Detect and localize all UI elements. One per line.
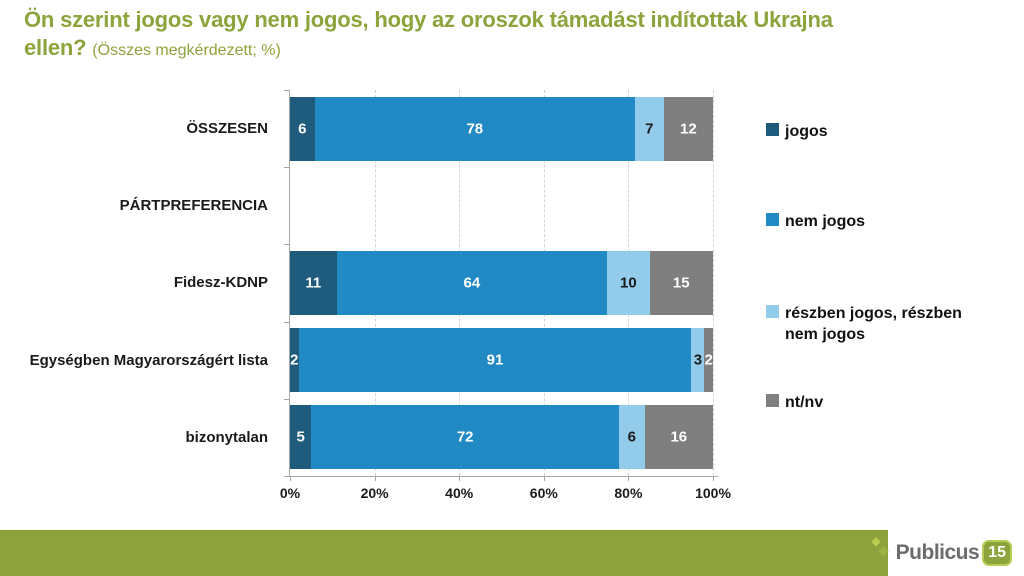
legend-label: részben jogos, részben nem jogos: [785, 305, 962, 343]
x-axis-tick: [290, 476, 291, 481]
category-label: Fidesz-KDNP: [173, 274, 268, 292]
bar-segment: [290, 328, 299, 393]
x-tick-label: 60%: [529, 485, 558, 501]
x-tick-label: 20%: [360, 485, 389, 501]
y-axis-tick: [284, 167, 289, 169]
publicus-diamonds-icon: [861, 537, 889, 568]
x-axis-line: [285, 476, 718, 477]
x-axis-tick: [713, 476, 714, 481]
gridline: [713, 90, 714, 476]
legend-label: nem jogos: [785, 213, 866, 230]
bar-value-label: 7: [645, 120, 654, 138]
bar-value-label: 5: [296, 428, 305, 446]
bar-value-label: 15: [672, 274, 690, 292]
y-axis-line: [289, 90, 290, 476]
bar-segment: [644, 405, 713, 470]
legend-label: nt/nv: [785, 394, 824, 411]
bar-value-label: 6: [627, 428, 636, 446]
x-tick-label: 0%: [279, 485, 301, 501]
chart-title: Ön szerint jogos vagy nem jogos, hogy az…: [24, 6, 994, 65]
bar-value-label: 64: [463, 274, 481, 292]
x-axis-tick: [628, 476, 630, 481]
legend-label: jogos: [785, 123, 828, 140]
bar-value-label: 11: [305, 274, 322, 292]
bar-value-label: 12: [680, 120, 697, 138]
x-tick-label: 100%: [695, 485, 731, 501]
y-axis-tick: [284, 90, 289, 91]
legend-item: jogos: [766, 121, 981, 142]
bar-value-label: 91: [486, 351, 504, 369]
publicus-brand-text: Publicus: [895, 541, 980, 564]
bar-segment: [336, 251, 608, 315]
bar-segment: [663, 96, 713, 161]
bar-value-label: 2: [290, 351, 299, 369]
bar-segment: [290, 405, 312, 470]
legend-item: nem jogos: [766, 211, 981, 232]
bar-segment: [704, 328, 713, 393]
y-axis-tick: [284, 244, 289, 246]
bar-segment: [290, 251, 337, 315]
y-axis-tick: [284, 476, 289, 477]
bar-value-label: 3: [693, 351, 703, 369]
publicus-15-badge: 15: [982, 540, 1012, 566]
x-tick-label: 80%: [614, 485, 643, 501]
bar-value-label: 72: [456, 428, 474, 446]
bar-segment: [619, 405, 645, 470]
footer-bar: [0, 530, 888, 576]
category-label: bizonytalan: [185, 428, 268, 446]
bar-value-label: 10: [620, 274, 637, 292]
legend-swatch: [766, 394, 779, 407]
legend-swatch: [766, 213, 779, 226]
y-axis-tick: [284, 321, 289, 323]
legend-swatch: [766, 305, 779, 318]
legend-item: részben jogos, részben nem jogos: [766, 303, 981, 345]
x-axis-tick: [459, 476, 461, 481]
chart-title-line2-text: ellen?: [24, 35, 87, 60]
publicus-logo: Publicus 15: [861, 536, 1012, 570]
legend-swatch: [766, 123, 779, 136]
bar-segment: [634, 96, 664, 161]
x-axis-tick: [543, 476, 545, 481]
bar-segment: [290, 96, 315, 161]
x-tick-label: 40%: [445, 485, 474, 501]
category-label: PÁRTPREFERENCIA: [119, 197, 268, 215]
bar-segment: [607, 251, 650, 315]
bar-segment: [649, 251, 713, 315]
category-label: Egységben Magyarországért lista: [29, 351, 268, 369]
y-axis-tick: [284, 398, 289, 400]
bar-segment: [314, 96, 635, 161]
legend-item: nt/nv: [766, 392, 981, 413]
chart-title-line1: Ön szerint jogos vagy nem jogos, hogy az…: [24, 7, 833, 32]
bar-segment: [691, 328, 705, 393]
bar-value-label: 78: [466, 120, 484, 138]
bar-value-label: 6: [298, 120, 307, 138]
category-label: ÖSSZESEN: [186, 120, 268, 138]
bar-segment: [311, 405, 619, 470]
chart-subtitle: (Összes megkérdezett; %): [92, 42, 281, 59]
bar-segment: [298, 328, 692, 393]
chart-title-line2: ellen? (Összes megkérdezett; %): [24, 34, 994, 65]
bar-value-label: 16: [670, 428, 688, 446]
bar-value-label: 2: [704, 351, 713, 369]
x-axis-tick: [374, 476, 376, 481]
